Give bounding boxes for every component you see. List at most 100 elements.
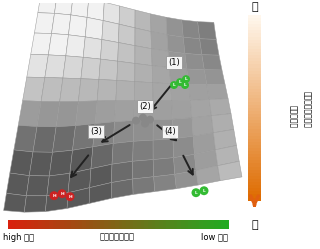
Circle shape xyxy=(182,75,190,83)
Bar xyxy=(206,220,210,229)
Bar xyxy=(155,220,159,229)
Polygon shape xyxy=(99,59,118,80)
Circle shape xyxy=(58,189,67,198)
Bar xyxy=(37,220,42,229)
Polygon shape xyxy=(33,126,56,152)
Polygon shape xyxy=(218,161,242,181)
Polygon shape xyxy=(166,17,183,37)
Polygon shape xyxy=(89,183,111,203)
Polygon shape xyxy=(90,164,112,188)
Text: high 状態: high 状態 xyxy=(3,233,34,242)
Bar xyxy=(26,220,30,229)
Bar xyxy=(122,220,126,229)
Polygon shape xyxy=(153,83,172,101)
Bar xyxy=(248,52,261,56)
Polygon shape xyxy=(18,101,41,126)
Polygon shape xyxy=(194,150,218,171)
Polygon shape xyxy=(26,176,49,196)
Bar xyxy=(12,220,16,229)
Bar xyxy=(248,37,261,40)
Text: H: H xyxy=(68,195,72,199)
Polygon shape xyxy=(71,0,89,17)
Bar xyxy=(8,220,12,229)
Polygon shape xyxy=(167,35,185,54)
Polygon shape xyxy=(54,0,73,15)
Bar xyxy=(248,89,261,93)
Polygon shape xyxy=(173,136,194,158)
Circle shape xyxy=(132,117,140,124)
Bar xyxy=(48,220,52,229)
Polygon shape xyxy=(111,179,133,198)
Polygon shape xyxy=(172,118,193,139)
Polygon shape xyxy=(78,79,99,101)
Bar xyxy=(166,220,170,229)
Polygon shape xyxy=(14,125,37,152)
Bar xyxy=(199,220,203,229)
Bar xyxy=(184,220,188,229)
Polygon shape xyxy=(100,40,118,61)
Text: 細胞間通信を行う: 細胞間通信を行う xyxy=(302,91,311,128)
Text: low 状態: low 状態 xyxy=(201,233,228,242)
Bar xyxy=(173,220,177,229)
Polygon shape xyxy=(153,101,172,120)
Bar xyxy=(248,80,261,83)
Circle shape xyxy=(50,191,59,200)
Circle shape xyxy=(170,81,178,89)
Polygon shape xyxy=(81,57,100,79)
Polygon shape xyxy=(198,22,216,39)
Polygon shape xyxy=(134,100,153,121)
Text: 低: 低 xyxy=(251,2,258,12)
Bar xyxy=(248,142,261,145)
Bar xyxy=(248,148,261,152)
Polygon shape xyxy=(133,177,155,194)
Polygon shape xyxy=(151,32,168,51)
Bar xyxy=(59,220,63,229)
Polygon shape xyxy=(133,120,153,141)
Bar xyxy=(19,220,23,229)
Bar xyxy=(169,220,173,229)
Bar xyxy=(140,220,144,229)
Bar xyxy=(74,220,78,229)
Bar xyxy=(221,220,225,229)
Bar xyxy=(248,86,261,90)
Polygon shape xyxy=(135,28,152,49)
Bar xyxy=(248,179,261,183)
Polygon shape xyxy=(24,196,47,212)
Bar xyxy=(248,108,261,111)
Bar xyxy=(248,21,261,25)
Polygon shape xyxy=(45,193,68,212)
Polygon shape xyxy=(173,154,196,174)
Bar xyxy=(248,114,261,118)
Bar xyxy=(248,71,261,74)
Bar xyxy=(70,220,75,229)
Circle shape xyxy=(199,186,209,195)
Circle shape xyxy=(191,188,201,197)
Polygon shape xyxy=(183,37,202,55)
Text: L: L xyxy=(195,191,197,195)
Polygon shape xyxy=(212,114,234,133)
Bar xyxy=(41,220,45,229)
Bar xyxy=(248,30,261,34)
Polygon shape xyxy=(111,161,133,183)
Polygon shape xyxy=(154,174,176,192)
Bar xyxy=(195,220,199,229)
Bar xyxy=(34,220,38,229)
Bar xyxy=(158,220,163,229)
Circle shape xyxy=(176,78,184,86)
Text: (1): (1) xyxy=(168,58,180,67)
Polygon shape xyxy=(113,121,134,143)
Bar xyxy=(202,220,206,229)
Polygon shape xyxy=(70,147,93,173)
Bar xyxy=(248,98,261,102)
Bar xyxy=(151,220,155,229)
Polygon shape xyxy=(133,160,154,179)
Polygon shape xyxy=(115,100,134,122)
Bar xyxy=(81,220,85,229)
Polygon shape xyxy=(103,2,120,24)
Polygon shape xyxy=(135,10,151,32)
Bar xyxy=(248,92,261,96)
Circle shape xyxy=(66,192,75,201)
Bar xyxy=(248,123,261,127)
Bar xyxy=(52,220,56,229)
Bar xyxy=(224,220,228,229)
